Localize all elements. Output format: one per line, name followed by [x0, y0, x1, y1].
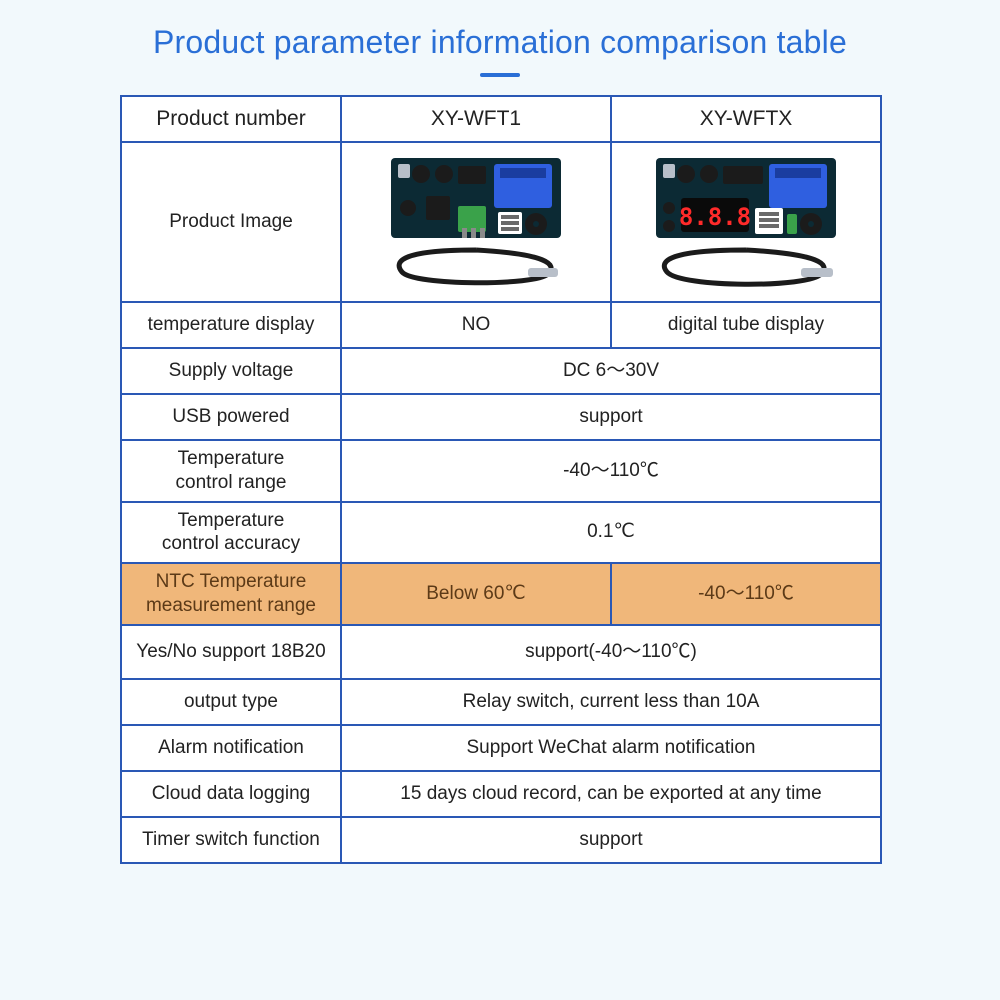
row-label: Alarm notification: [121, 725, 341, 771]
row-product-image: Product Image: [121, 142, 881, 302]
header-col-a: XY-WFT1: [341, 96, 611, 142]
row-label: Temperaturecontrol accuracy: [121, 502, 341, 564]
table-row: Alarm notificationSupport WeChat alarm n…: [121, 725, 881, 771]
comparison-table: Product number XY-WFT1 XY-WFTX Product I…: [120, 95, 880, 864]
label-product-image: Product Image: [121, 142, 341, 302]
header-param: Product number: [121, 96, 341, 142]
table-row: USB poweredsupport: [121, 394, 881, 440]
row-value-b: -40～110℃: [611, 563, 881, 625]
table-row: Temperaturecontrol accuracy0.1℃: [121, 502, 881, 564]
row-label: temperature display: [121, 302, 341, 348]
page-title: Product parameter information comparison…: [153, 24, 847, 61]
row-label: USB powered: [121, 394, 341, 440]
row-value-b: digital tube display: [611, 302, 881, 348]
table-row: Timer switch functionsupport: [121, 817, 881, 863]
row-label: output type: [121, 679, 341, 725]
table-row: temperature displayNOdigital tube displa…: [121, 302, 881, 348]
row-label: Cloud data logging: [121, 771, 341, 817]
table-row: output typeRelay switch, current less th…: [121, 679, 881, 725]
table-row: Temperaturecontrol range-40～110℃: [121, 440, 881, 502]
table-header-row: Product number XY-WFT1 XY-WFTX: [121, 96, 881, 142]
svg-text:8.8.8: 8.8.8: [679, 203, 751, 231]
row-value-merged: 0.1℃: [341, 502, 881, 564]
image-col-b: 8.8.8: [611, 142, 881, 302]
row-label: Supply voltage: [121, 348, 341, 394]
row-label: NTC Temperaturemeasurement range: [121, 563, 341, 625]
table-row: Supply voltageDC 6～30V: [121, 348, 881, 394]
row-value-merged: support: [341, 817, 881, 863]
row-value-a: Below 60℃: [341, 563, 611, 625]
pcb-board-b-icon: 8.8.8: [651, 150, 841, 250]
row-value-merged: Relay switch, current less than 10A: [341, 679, 881, 725]
title-underline: [480, 73, 520, 77]
row-value-merged: DC 6～30V: [341, 348, 881, 394]
row-label: Yes/No support 18B20: [121, 625, 341, 679]
row-value-merged: support(-40～110℃): [341, 625, 881, 679]
table-row: Cloud data logging15 days cloud record, …: [121, 771, 881, 817]
table-row: NTC Temperaturemeasurement rangeBelow 60…: [121, 563, 881, 625]
row-value-merged: 15 days cloud record, can be exported at…: [341, 771, 881, 817]
row-value-merged: support: [341, 394, 881, 440]
row-value-a: NO: [341, 302, 611, 348]
table-row: Yes/No support 18B20support(-40～110℃): [121, 625, 881, 679]
row-label: Timer switch function: [121, 817, 341, 863]
sensor-cable-b-icon: [651, 246, 841, 294]
sensor-cable-a-icon: [386, 246, 566, 294]
pcb-board-a-icon: [386, 150, 566, 250]
row-label: Temperaturecontrol range: [121, 440, 341, 502]
image-col-a: [341, 142, 611, 302]
row-value-merged: -40～110℃: [341, 440, 881, 502]
header-col-b: XY-WFTX: [611, 96, 881, 142]
row-value-merged: Support WeChat alarm notification: [341, 725, 881, 771]
